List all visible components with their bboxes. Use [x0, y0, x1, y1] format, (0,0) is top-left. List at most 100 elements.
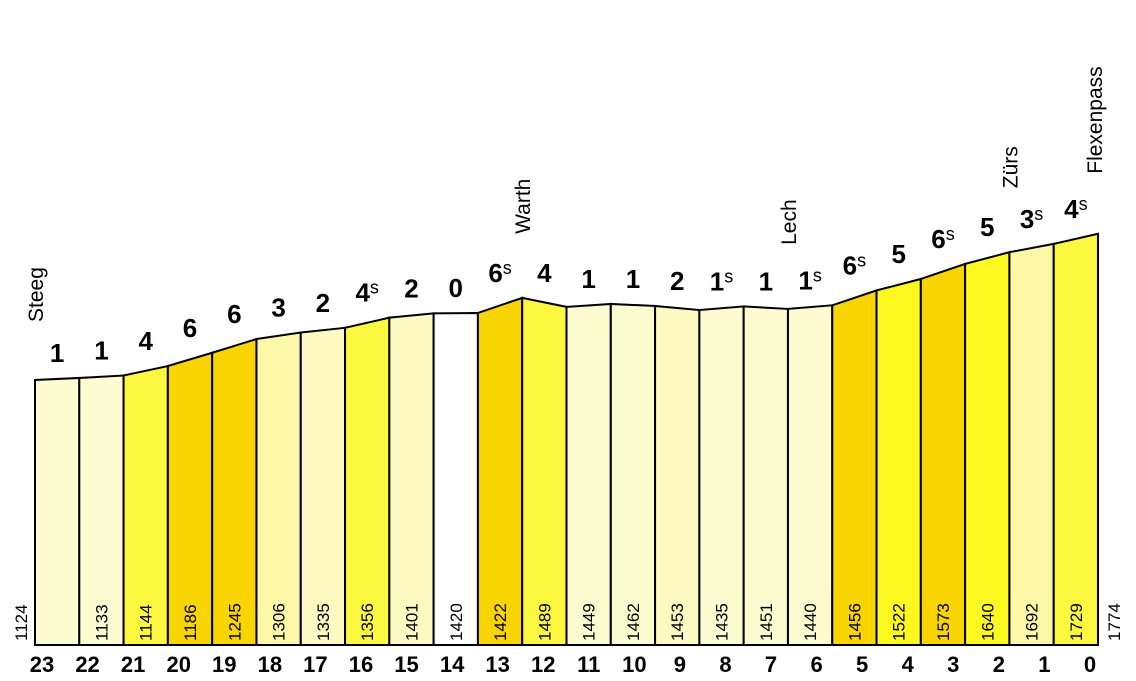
grade-value: 2 — [404, 273, 418, 303]
distance-label: 23 — [30, 652, 54, 677]
grade-label: 2 — [404, 273, 418, 303]
grade-value: 0 — [449, 273, 463, 303]
segment — [122, 364, 169, 646]
grade-value: 4 — [1064, 194, 1079, 224]
grade-value: 5 — [891, 239, 905, 269]
distance-label: 21 — [121, 652, 145, 677]
elevation-label: 1133 — [92, 604, 111, 641]
distance-label: 6 — [810, 652, 822, 677]
place-label: Lech — [778, 199, 801, 245]
distance-label: 15 — [394, 652, 418, 677]
grade-label: 1 — [626, 264, 640, 294]
elevation-label: 1401 — [402, 603, 421, 641]
elevation-label: 1489 — [535, 603, 554, 641]
grade-label: 4s — [355, 278, 378, 308]
elevation-label: 1144 — [137, 604, 156, 641]
elevation-label: 1335 — [314, 603, 333, 641]
grade-value: 6 — [227, 299, 241, 329]
elevation-label: 1462 — [624, 603, 643, 641]
distance-label: 0 — [1084, 652, 1096, 677]
elevation-label: 1451 — [757, 603, 776, 641]
place-label: Steeg — [25, 267, 48, 322]
grade-value: 4 — [355, 278, 370, 308]
segment — [919, 262, 967, 646]
elevation-label: 1356 — [358, 603, 377, 641]
distance-label: 16 — [349, 652, 373, 677]
grade-label: 1 — [759, 266, 773, 296]
grade-label: 6 — [183, 313, 197, 343]
distance-label: 3 — [947, 652, 959, 677]
segment — [255, 331, 302, 646]
elevation-label: 1729 — [1067, 603, 1086, 641]
grade-label: 6s — [488, 258, 511, 288]
place-label: Zürs — [999, 146, 1022, 188]
segment — [609, 302, 657, 646]
elevation-label: 1453 — [668, 603, 687, 641]
grade-value: 4 — [138, 326, 153, 356]
segment — [521, 296, 568, 646]
grade-value: 1 — [581, 264, 595, 294]
elevation-label: 1456 — [845, 603, 864, 641]
segment — [654, 304, 701, 646]
grade-value: 1 — [798, 265, 812, 295]
grade-value: 5 — [980, 212, 994, 242]
elevation-label: 1449 — [580, 603, 599, 641]
distance-label: 4 — [902, 652, 915, 677]
distance-label: 20 — [166, 652, 190, 677]
segment — [786, 304, 834, 646]
elevation-label: 1522 — [890, 603, 909, 641]
segment — [344, 316, 391, 646]
grade-suffix: s — [857, 250, 866, 270]
grade-value: 1 — [94, 336, 108, 366]
grade-value: 6 — [488, 258, 502, 288]
grade-value: 2 — [316, 288, 330, 318]
grade-value: 3 — [271, 293, 285, 323]
grade-label: 4s — [1064, 194, 1087, 224]
grade-suffix: s — [1034, 204, 1043, 224]
segment — [875, 277, 922, 646]
elevation-label: 1774 — [1105, 603, 1124, 641]
elevation-label: 1124 — [12, 604, 31, 641]
grade-suffix: s — [946, 224, 955, 244]
grade-suffix: s — [503, 258, 512, 278]
grade-value: 1 — [759, 266, 773, 296]
distance-label: 12 — [531, 652, 555, 677]
segment — [698, 305, 745, 646]
grade-label: 3 — [271, 293, 285, 323]
segment — [742, 305, 789, 646]
grade-label: 5 — [980, 212, 994, 242]
grade-label: 1 — [581, 264, 595, 294]
distance-label: 1 — [1038, 652, 1050, 677]
elevation-label: 1692 — [1023, 603, 1042, 641]
segment — [432, 311, 479, 646]
grade-label: 1 — [50, 338, 64, 368]
grade-label: 6s — [843, 250, 866, 280]
grade-label: 1 — [94, 336, 108, 366]
segment — [299, 326, 347, 646]
place-label: Warth — [512, 179, 535, 234]
distance-label: 17 — [303, 652, 327, 677]
segment — [1008, 242, 1055, 646]
grade-label: 3s — [1020, 204, 1043, 234]
elevation-label: 1440 — [801, 603, 820, 641]
segment — [388, 312, 435, 646]
grade-label: 6 — [227, 299, 241, 329]
distance-label: 10 — [622, 652, 646, 677]
elevation-label: 1186 — [181, 604, 200, 641]
grade-suffix: s — [724, 266, 733, 286]
grade-value: 6 — [931, 224, 945, 254]
grade-suffix: s — [1079, 194, 1088, 214]
grade-value: 4 — [537, 258, 552, 288]
grade-value: 2 — [670, 266, 684, 296]
place-label: Flexenpass — [1084, 66, 1107, 173]
grade-value: 1 — [50, 338, 64, 368]
elevation-label: 1245 — [225, 603, 244, 641]
distance-label: 5 — [856, 652, 868, 677]
segment — [166, 351, 214, 646]
distance-label: 13 — [485, 652, 509, 677]
grade-label: 2 — [670, 266, 684, 296]
distance-label: 11 — [577, 652, 600, 677]
segment — [476, 296, 524, 646]
elevation-label: 1420 — [447, 603, 466, 641]
distance-label: 14 — [440, 652, 465, 677]
